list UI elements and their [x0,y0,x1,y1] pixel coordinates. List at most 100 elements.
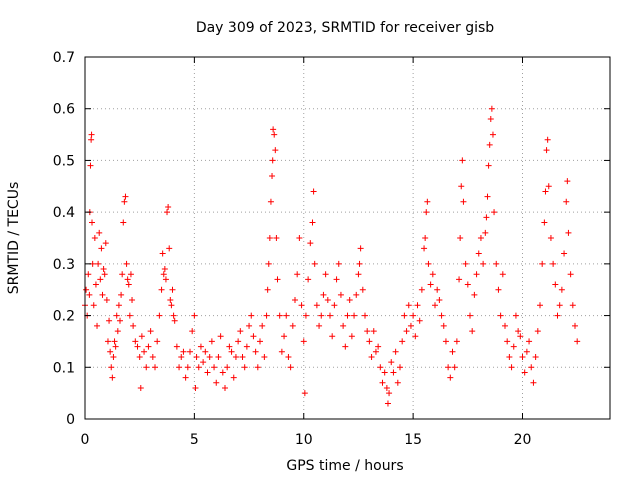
data-point [442,338,449,345]
data-point [534,328,541,335]
data-point [386,390,393,397]
data-point [318,312,325,319]
data-point [471,291,478,298]
data-point [340,322,347,329]
data-point [296,235,303,241]
data-point [495,286,502,293]
data-point [191,312,198,319]
y-tick-label: 0 [66,412,75,428]
data-point [359,286,366,293]
data-point [499,271,506,278]
data-point [436,297,443,304]
data-point [130,322,137,329]
data-point [337,291,344,298]
data-point [517,333,524,340]
data-point [149,353,156,360]
data-point [482,229,489,236]
data-point [217,333,224,340]
data-point [333,276,340,283]
data-point [208,338,215,345]
data-point [241,364,248,371]
data-point [563,198,570,205]
data-point [276,312,283,319]
data-point [138,333,145,340]
data-point [120,219,127,226]
data-point [272,147,279,154]
data-point [300,338,307,345]
data-point [457,235,464,241]
y-tick-label: 0.7 [53,50,75,66]
data-point [292,297,298,304]
data-point [547,235,554,241]
data-point [414,302,421,309]
data-point [115,302,122,309]
data-point [239,353,246,360]
data-point [313,302,320,309]
data-point [342,343,349,350]
data-point [445,364,452,371]
data-point [250,333,257,340]
data-point [381,369,388,376]
data-point [407,322,414,329]
data-point [112,343,119,350]
data-point [103,297,110,304]
data-point [137,384,144,391]
data-point [491,209,498,216]
data-point [515,328,522,335]
data-point [543,147,550,154]
data-point [283,312,290,319]
data-point [271,131,278,138]
data-point [211,364,218,371]
data-point [243,343,250,350]
data-point [117,317,123,324]
data-point [379,379,386,386]
data-point [171,317,178,324]
data-point [101,271,108,278]
data-point [110,353,117,360]
data-point [523,348,530,355]
data-point [561,250,568,257]
data-point [118,291,125,298]
data-point [281,333,288,340]
data-point [289,322,296,329]
data-point [316,322,323,329]
data-point [397,364,403,371]
data-point [121,198,128,205]
data-point [542,188,549,195]
data-point [346,297,353,304]
data-point [92,281,99,288]
data-point [269,157,276,164]
data-point [132,338,139,345]
data-point [425,260,432,267]
data-point [423,209,430,216]
data-point [147,328,154,335]
data-point [100,266,107,273]
data-point [87,162,94,169]
data-point [554,312,561,319]
data-point [353,291,360,298]
data-point [438,312,445,319]
data-point [574,338,581,345]
data-point [565,229,572,236]
data-point [480,260,487,267]
data-point [88,131,95,138]
data-point [143,364,150,371]
x-tick-label: 10 [295,432,313,448]
data-point [351,312,358,319]
data-point [261,353,268,360]
data-point [178,353,185,360]
data-point [564,178,571,185]
x-tick-label: 20 [514,432,532,448]
data-point [329,333,336,340]
data-point [569,302,576,309]
data-point [440,322,447,329]
data-point [427,281,434,288]
data-point [160,271,167,278]
data-point [528,364,535,371]
data-point [477,235,484,241]
data-point [254,364,261,371]
data-point [200,359,207,366]
data-point [232,353,239,360]
data-point [399,338,406,345]
